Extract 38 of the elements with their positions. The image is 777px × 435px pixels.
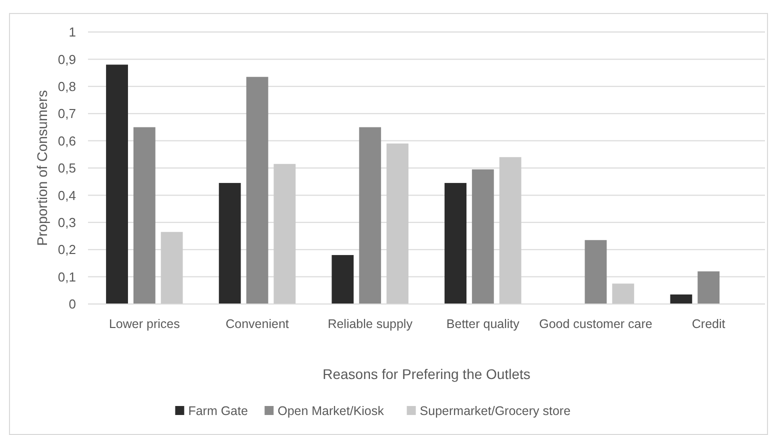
y-tick-label: 0,3 (58, 214, 76, 230)
x-tick-label: Convenient (226, 317, 290, 331)
y-tick-label: 0,8 (58, 78, 76, 94)
y-axis-title: Proportion of Consumers (34, 90, 50, 246)
bar (332, 255, 354, 304)
y-tick-label: 0,7 (58, 106, 76, 122)
bar (106, 64, 128, 304)
y-tick-label: 0,5 (58, 160, 76, 176)
bar (444, 182, 466, 304)
bar (218, 182, 241, 304)
bar (274, 164, 296, 304)
x-tick-label: Good customer care (539, 317, 652, 331)
y-tick-label: 0,6 (58, 133, 76, 148)
legend-label: Open Market/Kiosk (278, 404, 385, 418)
bar (359, 127, 382, 304)
bar (472, 169, 494, 304)
legend-label: Supermarket/Grocery store (420, 404, 571, 418)
bar (386, 144, 408, 304)
bar (612, 284, 634, 304)
x-axis-title: Reasons for Prefering the Outlets (322, 366, 530, 382)
x-tick-label: Lower prices (108, 317, 180, 331)
bar (584, 240, 607, 304)
y-tick-label: 0,9 (58, 52, 76, 67)
x-tick-label: Better quality (446, 317, 520, 331)
bar (133, 127, 156, 304)
bar (698, 271, 720, 304)
bar (670, 294, 692, 304)
y-tick-label: 0 (68, 296, 76, 312)
x-tick-label: Credit (692, 317, 726, 331)
y-tick-label: 1 (68, 24, 76, 40)
legend-label: Farm Gate (188, 404, 248, 418)
y-tick-label: 0,1 (58, 269, 76, 284)
y-tick-label: 0,4 (58, 188, 76, 203)
bar (160, 232, 183, 304)
bar (246, 76, 268, 304)
x-tick-label: Reliable supply (328, 317, 414, 331)
bar (499, 157, 522, 304)
y-tick-label: 0,2 (58, 242, 76, 258)
